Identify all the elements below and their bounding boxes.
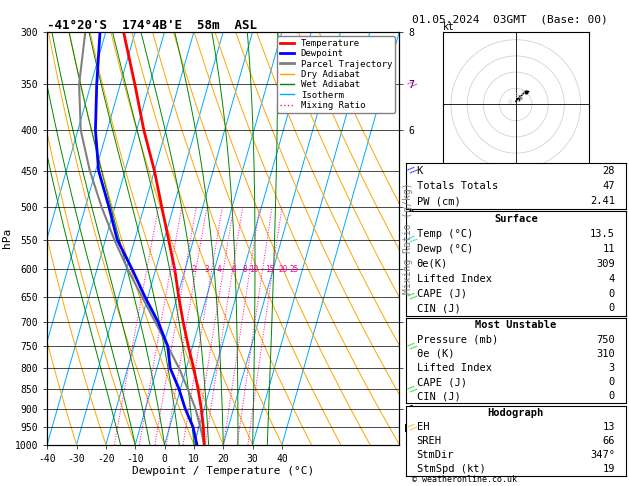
Text: 47: 47 — [603, 181, 615, 191]
Text: Totals Totals: Totals Totals — [416, 181, 498, 191]
Text: 4: 4 — [216, 265, 221, 274]
Text: 4: 4 — [609, 274, 615, 284]
Text: //: // — [404, 339, 418, 353]
Text: //: // — [404, 420, 418, 434]
Text: -41°20'S  174°4B'E  58m  ASL: -41°20'S 174°4B'E 58m ASL — [47, 18, 257, 32]
Text: StmSpd (kt): StmSpd (kt) — [416, 464, 486, 474]
Text: 6: 6 — [231, 265, 236, 274]
Text: 309: 309 — [596, 259, 615, 269]
Text: LCL: LCL — [404, 424, 421, 434]
Text: PW (cm): PW (cm) — [416, 196, 460, 206]
Text: CIN (J): CIN (J) — [416, 303, 460, 313]
Text: 25: 25 — [289, 265, 298, 274]
Text: © weatheronline.co.uk: © weatheronline.co.uk — [412, 474, 517, 484]
Text: 310: 310 — [596, 349, 615, 359]
Text: //: // — [404, 290, 418, 304]
Text: 13: 13 — [603, 422, 615, 432]
Text: 3: 3 — [205, 265, 209, 274]
Text: 347°: 347° — [590, 450, 615, 460]
Text: Mixing Ratio (g/kg): Mixing Ratio (g/kg) — [403, 182, 413, 294]
Text: 28: 28 — [603, 166, 615, 175]
Text: 0: 0 — [609, 289, 615, 298]
Text: Lifted Index: Lifted Index — [416, 363, 492, 373]
Text: 3: 3 — [514, 93, 518, 99]
Text: 9: 9 — [519, 96, 523, 102]
Text: 1: 1 — [171, 265, 175, 274]
Text: 0: 0 — [508, 100, 512, 105]
Text: 10: 10 — [250, 265, 259, 274]
Text: 15: 15 — [265, 265, 275, 274]
Text: Surface: Surface — [494, 214, 538, 224]
Text: Pressure (mb): Pressure (mb) — [416, 334, 498, 345]
Y-axis label: hPa: hPa — [2, 228, 12, 248]
Text: K: K — [416, 166, 423, 175]
Text: 2.41: 2.41 — [590, 196, 615, 206]
Text: kt: kt — [443, 21, 455, 32]
Text: 0: 0 — [609, 303, 615, 313]
Text: CAPE (J): CAPE (J) — [416, 289, 467, 298]
Text: 0: 0 — [609, 391, 615, 401]
Text: SREH: SREH — [416, 436, 442, 446]
Text: 0: 0 — [609, 377, 615, 387]
Text: θe(K): θe(K) — [416, 259, 448, 269]
X-axis label: Dewpoint / Temperature (°C): Dewpoint / Temperature (°C) — [132, 467, 314, 476]
Text: 750: 750 — [596, 334, 615, 345]
Text: 6: 6 — [521, 90, 525, 96]
Text: CIN (J): CIN (J) — [416, 391, 460, 401]
Text: Hodograph: Hodograph — [487, 408, 544, 418]
Text: 19: 19 — [603, 464, 615, 474]
Text: //: // — [404, 382, 418, 396]
Legend: Temperature, Dewpoint, Parcel Trajectory, Dry Adiabat, Wet Adiabat, Isotherm, Mi: Temperature, Dewpoint, Parcel Trajectory… — [277, 36, 395, 113]
Text: Most Unstable: Most Unstable — [475, 320, 557, 330]
Text: 11: 11 — [603, 243, 615, 254]
Text: 3: 3 — [609, 363, 615, 373]
Y-axis label: km
ASL: km ASL — [417, 229, 438, 247]
Text: //: // — [404, 233, 418, 246]
Text: 13.5: 13.5 — [590, 229, 615, 239]
Text: 01.05.2024  03GMT  (Base: 00): 01.05.2024 03GMT (Base: 00) — [412, 14, 608, 24]
Text: 66: 66 — [603, 436, 615, 446]
Text: 20: 20 — [279, 265, 288, 274]
Text: Temp (°C): Temp (°C) — [416, 229, 473, 239]
Text: CAPE (J): CAPE (J) — [416, 377, 467, 387]
Text: 8: 8 — [243, 265, 248, 274]
Text: θe (K): θe (K) — [416, 349, 454, 359]
Text: Dewp (°C): Dewp (°C) — [416, 243, 473, 254]
Text: //: // — [404, 78, 418, 91]
Text: 2: 2 — [192, 265, 196, 274]
Text: Lifted Index: Lifted Index — [416, 274, 492, 284]
Text: StmDir: StmDir — [416, 450, 454, 460]
Text: //: // — [404, 164, 418, 177]
Text: EH: EH — [416, 422, 429, 432]
